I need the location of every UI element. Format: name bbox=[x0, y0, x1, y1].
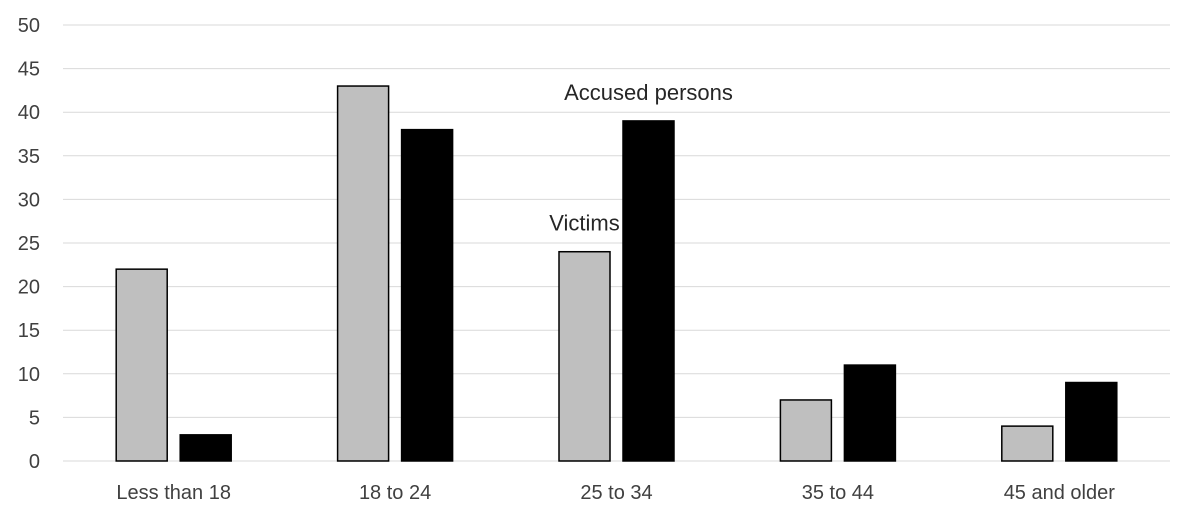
y-tick-label: 30 bbox=[18, 189, 40, 211]
bar-series-2 bbox=[622, 120, 675, 462]
y-tick-label: 50 bbox=[18, 15, 40, 37]
y-axis-ticks: 0 5 10 15 20 25 30 35 40 45 50 bbox=[18, 15, 40, 473]
bar-series-2 bbox=[400, 128, 454, 462]
y-tick-label: 45 bbox=[18, 59, 40, 81]
bar-series-1 bbox=[1001, 425, 1054, 462]
x-tick-label: 45 and older bbox=[1004, 482, 1116, 504]
x-tick-label: 25 to 34 bbox=[580, 482, 652, 504]
bars bbox=[115, 85, 1118, 462]
y-tick-label: 5 bbox=[29, 407, 40, 429]
y-tick-label: 0 bbox=[29, 451, 40, 473]
y-tick-label: 15 bbox=[18, 320, 40, 342]
annotation-label: Victims bbox=[549, 211, 620, 236]
annotation-label: Accused persons bbox=[564, 80, 733, 105]
bar-series-1 bbox=[336, 85, 390, 462]
y-tick-label: 35 bbox=[18, 146, 40, 168]
bar-series-1 bbox=[558, 250, 611, 462]
y-tick-label: 25 bbox=[18, 233, 40, 255]
x-tick-label: 35 to 44 bbox=[802, 482, 874, 504]
bar-series-1 bbox=[115, 268, 168, 462]
bar-series-2 bbox=[843, 364, 897, 462]
gridlines bbox=[63, 24, 1170, 462]
bar-series-2 bbox=[1065, 381, 1118, 462]
y-tick-label: 40 bbox=[18, 102, 40, 124]
bar-series-1 bbox=[779, 399, 833, 462]
x-tick-label: 18 to 24 bbox=[359, 482, 431, 504]
y-tick-label: 20 bbox=[18, 277, 40, 299]
x-tick-label: Less than 18 bbox=[116, 482, 231, 504]
y-tick-label: 10 bbox=[18, 364, 40, 386]
bar-series-2 bbox=[179, 434, 232, 462]
annotations: Accused persons Victims bbox=[549, 80, 733, 236]
x-axis-ticks: Less than 18 18 to 24 25 to 34 35 to 44 45 a… bbox=[116, 482, 1115, 504]
